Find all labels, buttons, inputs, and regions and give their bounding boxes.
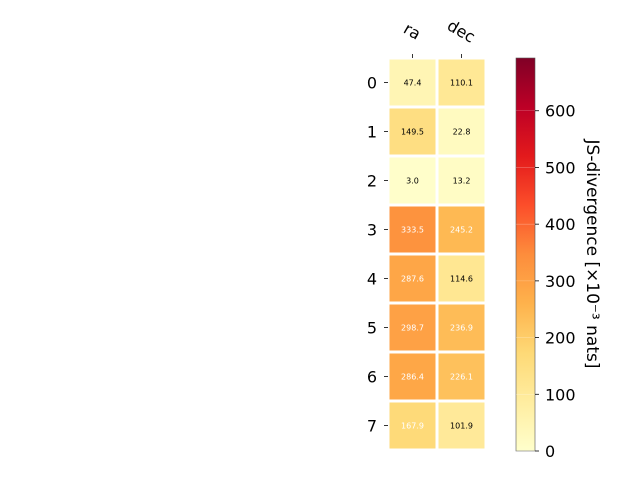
heatmap-cell [389, 353, 436, 400]
cell-value-label: 101.9 [450, 422, 473, 431]
cell-value-label: 236.9 [450, 324, 473, 333]
heatmap-grid: 47.4 110.1 149.5 22.8 3.0 13.2 333.5 245.2 287.6… [389, 59, 485, 449]
colorbar-tick-label: 500 [545, 158, 576, 177]
heatmap-cell [389, 108, 436, 155]
column-label: dec [444, 16, 478, 47]
row-label: 5 [367, 319, 377, 338]
cell-value-label: 114.6 [450, 275, 473, 284]
cell-value-label: 167.9 [401, 422, 424, 431]
row-label: 2 [367, 172, 377, 191]
row-label: 3 [367, 221, 377, 240]
colorbar-tick-label: 0 [545, 442, 555, 461]
cell-value-label: 298.7 [401, 324, 424, 333]
heatmap-cell [389, 255, 436, 302]
heatmap-cell [438, 353, 485, 400]
heatmap-cell [389, 157, 436, 204]
heatmap-cell [438, 206, 485, 253]
cell-value-label: 3.0 [406, 177, 419, 186]
cell-value-label: 22.8 [453, 128, 471, 137]
cell-value-label: 333.5 [401, 226, 424, 235]
heatmap-cell [438, 304, 485, 351]
cell-value-label: 286.4 [401, 373, 424, 382]
heatmap-cell [438, 402, 485, 449]
colorbar-gradient [515, 57, 536, 452]
colorbar-tick-label: 400 [545, 215, 576, 234]
row-label: 6 [367, 368, 377, 387]
cell-value-label: 13.2 [453, 177, 471, 186]
colorbar-label: JS-divergence [×10⁻³ nats] [582, 139, 602, 369]
cell-value-label: 287.6 [401, 275, 424, 284]
colorbar: 0 100 200 300 400 500 600 JS-divergence [×10⁻³… [515, 57, 602, 461]
heatmap-cell [389, 402, 436, 449]
row-label: 7 [367, 417, 377, 436]
cell-value-label: 226.1 [450, 373, 473, 382]
heatmap-cell [438, 59, 485, 106]
colorbar-tick-label: 200 [545, 329, 576, 348]
cell-value-label: 149.5 [401, 128, 424, 137]
heatmap-cell [438, 255, 485, 302]
heatmap-cell [438, 157, 485, 204]
column-labels: ra dec [400, 16, 478, 58]
cell-value-label: 47.4 [404, 79, 422, 88]
row-label: 4 [367, 270, 377, 289]
row-label: 0 [367, 74, 377, 93]
cell-value-label: 245.2 [450, 226, 473, 235]
colorbar-tick-label: 100 [545, 385, 576, 404]
colorbar-tick-label: 600 [545, 102, 576, 121]
colorbar-ticks: 0 100 200 300 400 500 600 [516, 102, 576, 461]
row-label: 1 [367, 123, 377, 142]
heatmap-cell [438, 108, 485, 155]
colorbar-tick-label: 300 [545, 272, 576, 291]
heatmap-cell [389, 206, 436, 253]
cell-value-label: 110.1 [450, 79, 473, 88]
heatmap-cell [389, 59, 436, 106]
row-labels: 0 1 2 3 4 5 6 7 [367, 74, 388, 436]
column-label: ra [400, 19, 424, 44]
heatmap-cell [389, 304, 436, 351]
